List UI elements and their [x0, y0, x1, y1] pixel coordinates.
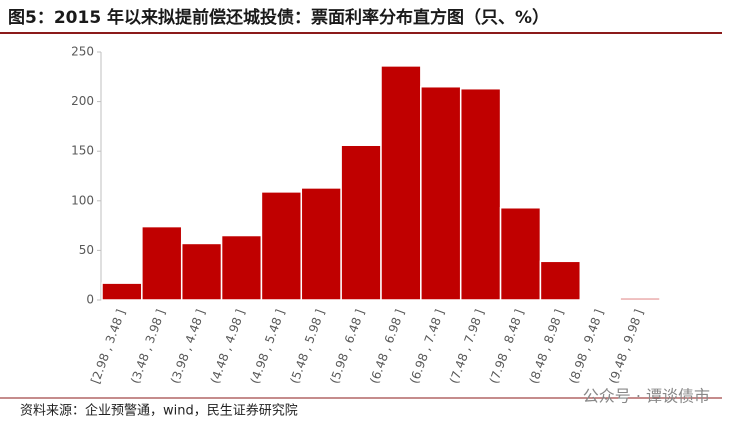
y-tick-label: 50: [79, 243, 94, 257]
x-tick-label: (8.98 , 9.48 ]: [566, 307, 606, 385]
source-note: 资料来源：企业预警通，wind，民生证券研究院: [20, 403, 298, 419]
x-tick-label: (5.98 , 6.48 ]: [327, 307, 367, 385]
y-tick-label: 250: [71, 45, 94, 59]
bar: [101, 282, 143, 301]
y-tick-label: 100: [71, 193, 94, 207]
x-tick-label: (3.98 , 4.48 ]: [168, 307, 208, 385]
bar: [579, 298, 621, 301]
watermark: 公众号 · 谭谈债市: [583, 387, 710, 406]
x-tick-label: (6.98 , 7.48 ]: [407, 307, 447, 385]
x-tick-label: (4.98 , 5.48 ]: [248, 307, 288, 385]
bar: [340, 144, 382, 301]
chart-title: 图5：2015 年以来拟提前偿还城投债：票面利率分布直方图（只、%）: [8, 7, 549, 28]
x-tick-label: (8.48 , 8.98 ]: [527, 307, 567, 385]
x-tick-label: (7.48 , 7.98 ]: [447, 307, 487, 385]
x-tick-label: (9.48 , 9.98 ]: [606, 307, 646, 385]
bar: [459, 87, 502, 301]
x-tick-label: (6.48 , 6.98 ]: [367, 307, 407, 385]
y-tick-label: 0: [86, 293, 94, 307]
x-tick-label: (7.98 , 8.48 ]: [487, 307, 527, 385]
bar: [220, 234, 263, 301]
bar: [420, 85, 462, 301]
bar: [619, 297, 661, 301]
bar: [141, 225, 183, 301]
x-tick-label: (4.48 , 4.98 ]: [208, 307, 248, 385]
bar: [380, 65, 422, 301]
y-tick-label: 150: [71, 144, 94, 158]
x-tick-label: (5.48 , 5.98 ]: [287, 307, 327, 385]
bar: [539, 260, 582, 301]
bar: [300, 187, 342, 301]
bar: [180, 242, 223, 301]
x-tick-label: (3.48 , 3.98 ]: [128, 307, 168, 385]
x-tick-label: [2.98 , 3.48 ]: [88, 307, 128, 385]
y-tick-label: 200: [71, 94, 94, 108]
bar: [499, 206, 542, 301]
bar: [260, 191, 303, 301]
